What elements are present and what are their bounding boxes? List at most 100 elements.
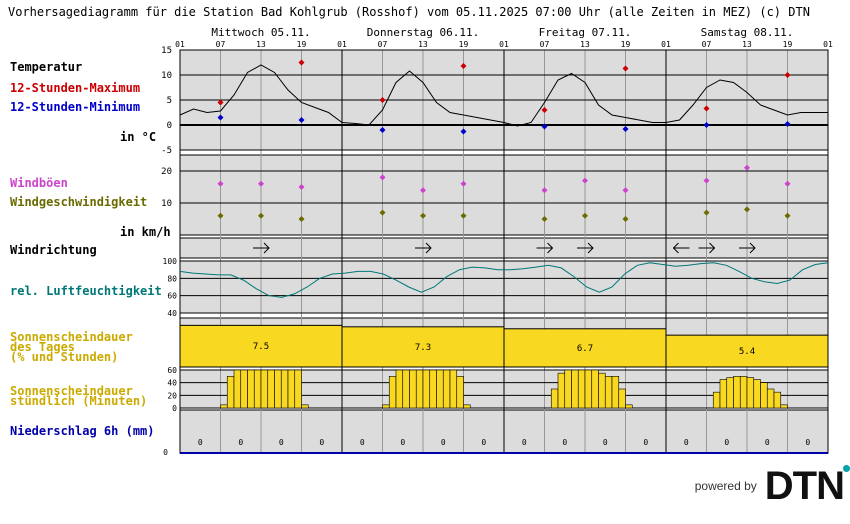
sun-hourly-bar (247, 369, 255, 409)
max-point (622, 65, 629, 72)
max-point (541, 107, 548, 113)
sun-daily-label: 7.5 (253, 342, 269, 352)
sun-hourly-bar (604, 376, 613, 409)
sun-hourly-bar (429, 369, 437, 409)
sun-hourly-bar (436, 369, 444, 409)
hour-tick-label: 01 (175, 40, 185, 49)
wind-speed-point (298, 216, 305, 222)
sun-hourly-tick-label: 20 (167, 391, 177, 400)
sun-daily-bar (665, 334, 829, 368)
precip-value: 0 (198, 438, 203, 447)
sun-hourly-bar (409, 369, 417, 409)
label-min: 12-Stunden-Minimum (10, 100, 141, 114)
label-max: 12-Stunden-Maximum (10, 81, 141, 95)
sun-hourly-bar (253, 369, 262, 409)
sun-hourly-bar (564, 369, 572, 409)
hour-tick-label: 07 (540, 40, 550, 49)
wind-arrow-icon (672, 242, 690, 254)
gust-point (258, 180, 264, 187)
precip-value: 0 (360, 438, 365, 447)
sun-hourly-bar (442, 369, 451, 409)
wind-arrow-icon (698, 242, 716, 254)
sun-hourly-bar (571, 369, 579, 409)
precip-value: 0 (724, 438, 729, 447)
sun-hourly-bar (449, 369, 458, 409)
sun-hourly-bar (226, 376, 235, 409)
precip-value: 0 (319, 438, 324, 447)
precip-value: 0 (805, 438, 810, 447)
sun-hourly-bar (240, 369, 248, 409)
max-point (298, 59, 305, 66)
min-point (541, 123, 548, 130)
wind-speed-point (258, 212, 264, 219)
sun-hourly-tick-label: 60 (167, 366, 177, 375)
wind-speed-point (744, 206, 750, 213)
sun-hourly-tick-label: 0 (172, 404, 177, 413)
sun-daily-bar (179, 324, 343, 368)
temp-tick-label: 15 (161, 46, 172, 56)
gust-point (379, 174, 386, 181)
sun-hourly-bar (267, 369, 275, 409)
hour-tick-label: 19 (459, 40, 469, 49)
wind-tick-label: 10 (161, 199, 172, 209)
min-point (460, 128, 467, 135)
sun-daily-bar (503, 328, 667, 368)
hour-tick-label: 13 (418, 40, 428, 49)
sun-hourly-bar (550, 388, 559, 409)
powered-by-text: powered by (694, 479, 757, 493)
temperature-line (179, 64, 828, 127)
hour-tick-label: 01 (823, 40, 833, 49)
hour-tick-label: 19 (621, 40, 631, 49)
label-windboeen: Windböen (10, 176, 68, 190)
label-sonne-tag-1: Sonnenscheindauer (10, 330, 133, 344)
sun-hourly-bar (456, 376, 464, 409)
precip-value: 0 (643, 438, 648, 447)
label-sonne-tag-2: des Tages (10, 340, 76, 354)
sun-hourly-bar (753, 379, 761, 409)
sun-hourly-bar (780, 404, 788, 409)
wind-speed-point (420, 212, 426, 219)
precip-value: 0 (400, 438, 405, 447)
label-temperatur: Temperatur (10, 60, 83, 74)
hour-tick-label: 13 (256, 40, 266, 49)
max-point (379, 97, 386, 103)
min-point (703, 122, 710, 128)
min-point (622, 126, 629, 132)
temp-tick-label: 5 (167, 96, 172, 106)
sun-hourly-bar (733, 376, 741, 409)
sun-hourly-bar (287, 369, 296, 409)
wind-arrow-icon (577, 242, 594, 254)
precip-value: 0 (481, 438, 486, 447)
sun-hourly-bar (577, 369, 586, 409)
day-label: Freitag 07.11. (539, 26, 632, 39)
dtn-logo: powered by DTN (694, 465, 850, 506)
gust-point (582, 177, 588, 184)
gust-point (703, 177, 710, 184)
gust-point (784, 180, 791, 187)
hour-tick-label: 07 (216, 40, 226, 49)
sun-hourly-bar (301, 404, 309, 409)
hour-tick-label: 07 (378, 40, 388, 49)
sun-hourly-bar (395, 369, 404, 409)
sun-hourly-bar (760, 382, 768, 409)
precip-value: 0 (279, 438, 284, 447)
sun-hourly-bar (260, 369, 269, 409)
gust-point (460, 180, 467, 187)
hour-tick-label: 01 (661, 40, 671, 49)
sun-hourly-bar (591, 369, 599, 409)
wind-speed-point (622, 216, 629, 222)
sun-hourly-bar (280, 369, 289, 409)
min-point (298, 117, 305, 123)
sun-hourly-bar (726, 377, 734, 409)
wind-arrow-icon (739, 242, 756, 254)
label-sonne-std-2: stündlich (Minuten) (10, 394, 148, 408)
sun-hourly-bar (415, 369, 424, 409)
gust-point (420, 187, 426, 194)
sun-hourly-bar (766, 388, 775, 409)
sun-hourly-bar (773, 391, 782, 409)
precip-value: 0 (603, 438, 608, 447)
label-wind-unit: in km/h (120, 225, 171, 239)
precip-value: 0 (765, 438, 770, 447)
sun-hourly-bar (598, 372, 606, 409)
